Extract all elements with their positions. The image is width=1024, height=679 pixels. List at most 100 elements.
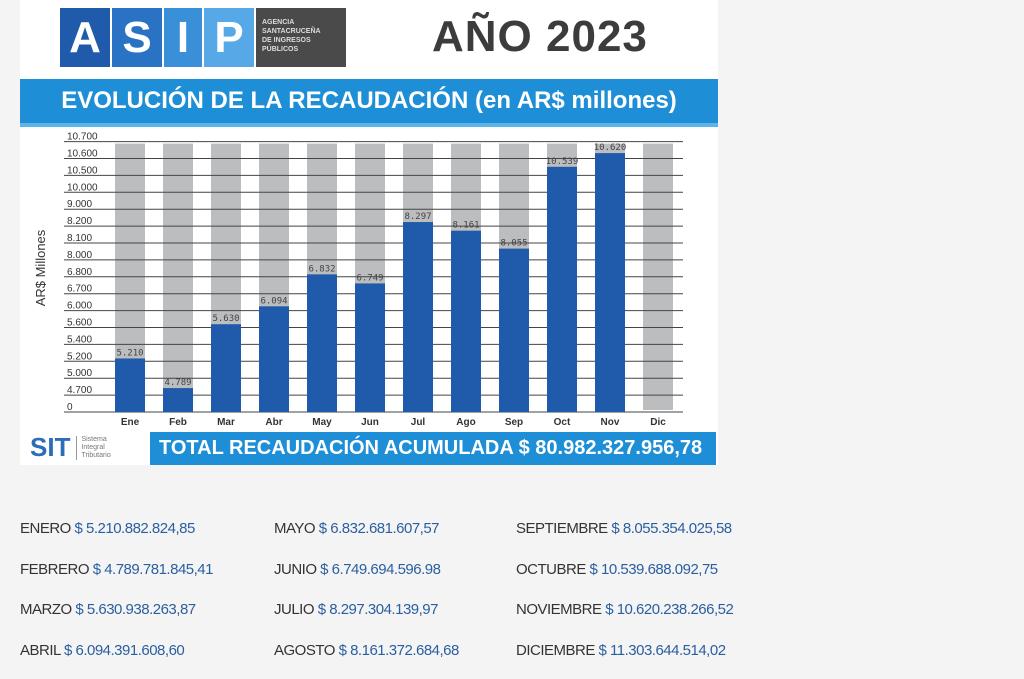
month-total: DICIEMBRE $ 11.303.644.514,02 bbox=[516, 642, 726, 659]
bar-chart: 0 4.700 5.000 5.200 5.400 5.600 6.000 6.700 6.80… bbox=[33, 132, 683, 428]
data-label: 6.832 bbox=[308, 264, 335, 274]
month-name: AGOSTO bbox=[274, 642, 339, 659]
month-total: MAYO $ 6.832.681.607,57 bbox=[274, 520, 440, 537]
x-tick-label: Oct bbox=[554, 417, 571, 428]
x-tick-label: Ene bbox=[121, 417, 140, 428]
month-name: FEBRERO bbox=[20, 561, 93, 578]
month-total: JUNIO $ 6.749.694.596.98 bbox=[274, 561, 441, 578]
month-total: SEPTIEMBRE $ 8.055.354.025,58 bbox=[516, 520, 732, 537]
month-value: $ 4.789.781.845,41 bbox=[92, 561, 214, 578]
data-label: 8.297 bbox=[404, 212, 431, 222]
sit-line: Tributario bbox=[81, 451, 111, 459]
month-total: ENERO $ 5.210.882.824,85 bbox=[20, 520, 195, 537]
x-tick-label: Sep bbox=[505, 417, 523, 428]
month-total: MARZO $ 5.630.938.263,87 bbox=[20, 601, 196, 618]
year-title: AÑO 2023 bbox=[432, 12, 648, 61]
data-label: 10.539 bbox=[546, 157, 579, 167]
logo-line: PÚBLICOS bbox=[262, 46, 299, 53]
logo-line: SANTACRUCEÑA bbox=[262, 28, 321, 35]
month-value: $ 8.297.304.139,97 bbox=[317, 601, 439, 618]
data-label: 6.749 bbox=[356, 273, 383, 283]
data-label: 8.161 bbox=[452, 221, 479, 231]
y-tick-label: 5.600 bbox=[67, 318, 92, 329]
y-tick-label: 8.100 bbox=[67, 233, 92, 244]
y-tick-label: 6.800 bbox=[67, 267, 92, 278]
sit-logo-text: SIT bbox=[30, 432, 71, 462]
month-value: $ 8.161.372.684,68 bbox=[338, 642, 460, 659]
month-total: FEBRERO $ 4.789.781.845,41 bbox=[20, 561, 213, 578]
month-total: NOVIEMBRE $ 10.620.238.266,52 bbox=[516, 601, 734, 618]
month-value: $ 5.210.882.824,85 bbox=[74, 520, 196, 537]
logo-line: AGENCIA bbox=[262, 19, 295, 26]
data-label: 6.094 bbox=[260, 296, 287, 306]
value-bar bbox=[115, 358, 145, 412]
value-bar bbox=[595, 153, 625, 412]
x-tick-label: Nov bbox=[601, 417, 620, 428]
y-tick-label: 6.700 bbox=[67, 284, 92, 295]
infographic: A S I P AGENCIA SANTACRUCEÑA DE INGRESOS… bbox=[20, 0, 718, 465]
month-value: $ 11.303.644.514,02 bbox=[598, 642, 727, 659]
month-total: JULIO $ 8.297.304.139,97 bbox=[274, 601, 438, 618]
month-value: $ 6.749.694.596.98 bbox=[320, 561, 441, 578]
month-total: AGOSTO $ 8.161.372.684,68 bbox=[274, 642, 459, 659]
month-name: DICIEMBRE bbox=[516, 642, 599, 659]
y-tick-label: 10.500 bbox=[67, 165, 98, 176]
y-tick-label: 10.700 bbox=[67, 132, 98, 143]
y-tick-label: 10.600 bbox=[67, 149, 98, 160]
total-banner: TOTAL RECAUDACIÓN ACUMULADA $ 80.982.327… bbox=[150, 432, 716, 465]
sit-logo: SIT Sistema Integral Tributario bbox=[30, 432, 111, 463]
x-tick-label: Dic bbox=[650, 417, 666, 428]
data-label: 4.789 bbox=[164, 378, 191, 388]
logo-letter: P bbox=[204, 8, 254, 67]
x-tick-label: Jun bbox=[361, 417, 379, 428]
month-name: MAYO bbox=[274, 520, 319, 537]
y-tick-label: 9.000 bbox=[67, 199, 92, 210]
month-value: $ 8.055.354.025,58 bbox=[611, 520, 732, 537]
value-bar bbox=[451, 230, 481, 412]
x-tick-label: Ago bbox=[456, 417, 475, 428]
x-tick-label: Feb bbox=[169, 417, 187, 428]
month-total: OCTUBRE $ 10.539.688.092,75 bbox=[516, 561, 718, 578]
x-tick-label: May bbox=[312, 417, 332, 428]
y-tick-label: 10.000 bbox=[67, 182, 98, 193]
data-label: 5.210 bbox=[116, 348, 143, 358]
value-bar bbox=[547, 166, 577, 412]
logo-text: AGENCIA SANTACRUCEÑA DE INGRESOS PÚBLICO… bbox=[256, 8, 346, 67]
month-value: $ 6.832.681.607,57 bbox=[318, 520, 440, 537]
month-value: $ 10.620.238.266,52 bbox=[605, 601, 734, 618]
month-name: ENERO bbox=[20, 520, 75, 537]
month-name: JUNIO bbox=[274, 561, 321, 578]
month-name: SEPTIEMBRE bbox=[516, 520, 612, 537]
y-tick-label: 8.200 bbox=[67, 216, 92, 227]
value-bar bbox=[307, 274, 337, 412]
month-name: ABRIL bbox=[20, 642, 64, 659]
month-value: $ 5.630.938.263,87 bbox=[75, 601, 196, 618]
logo-line: DE INGRESOS bbox=[262, 37, 311, 44]
y-tick-label: 8.000 bbox=[67, 250, 92, 261]
data-label: 5.630 bbox=[212, 314, 239, 324]
y-axis-label: AR$ Millones bbox=[33, 229, 48, 306]
logo-letter: S bbox=[112, 8, 162, 67]
logo-letter: A bbox=[60, 8, 110, 67]
sit-line: Integral bbox=[81, 443, 105, 451]
logo-letter: I bbox=[164, 8, 202, 67]
month-value: $ 6.094.391.608,60 bbox=[63, 642, 185, 659]
data-label: 10.620 bbox=[594, 143, 627, 153]
y-tick-label: 5.000 bbox=[67, 368, 92, 379]
x-tick-label: Jul bbox=[411, 417, 426, 428]
month-value: $ 10.539.688.092,75 bbox=[589, 561, 719, 578]
month-name: NOVIEMBRE bbox=[516, 601, 606, 618]
x-tick-label: Abr bbox=[265, 417, 282, 428]
asip-logo: A S I P AGENCIA SANTACRUCEÑA DE INGRESOS… bbox=[60, 8, 346, 67]
y-tick-label: 5.200 bbox=[67, 351, 92, 362]
y-tick-label: 5.400 bbox=[67, 334, 92, 345]
data-label: 8.055 bbox=[500, 239, 527, 249]
value-bar bbox=[163, 388, 193, 412]
y-tick-label: 0 bbox=[67, 402, 73, 413]
chart-title: EVOLUCIÓN DE LA RECAUDACIÓN (en AR$ mill… bbox=[20, 79, 718, 127]
value-bar bbox=[403, 222, 433, 412]
value-bar bbox=[499, 248, 529, 412]
month-total: ABRIL $ 6.094.391.608,60 bbox=[20, 642, 185, 659]
x-tick-label: Mar bbox=[217, 417, 235, 428]
y-tick-label: 6.000 bbox=[67, 301, 92, 312]
